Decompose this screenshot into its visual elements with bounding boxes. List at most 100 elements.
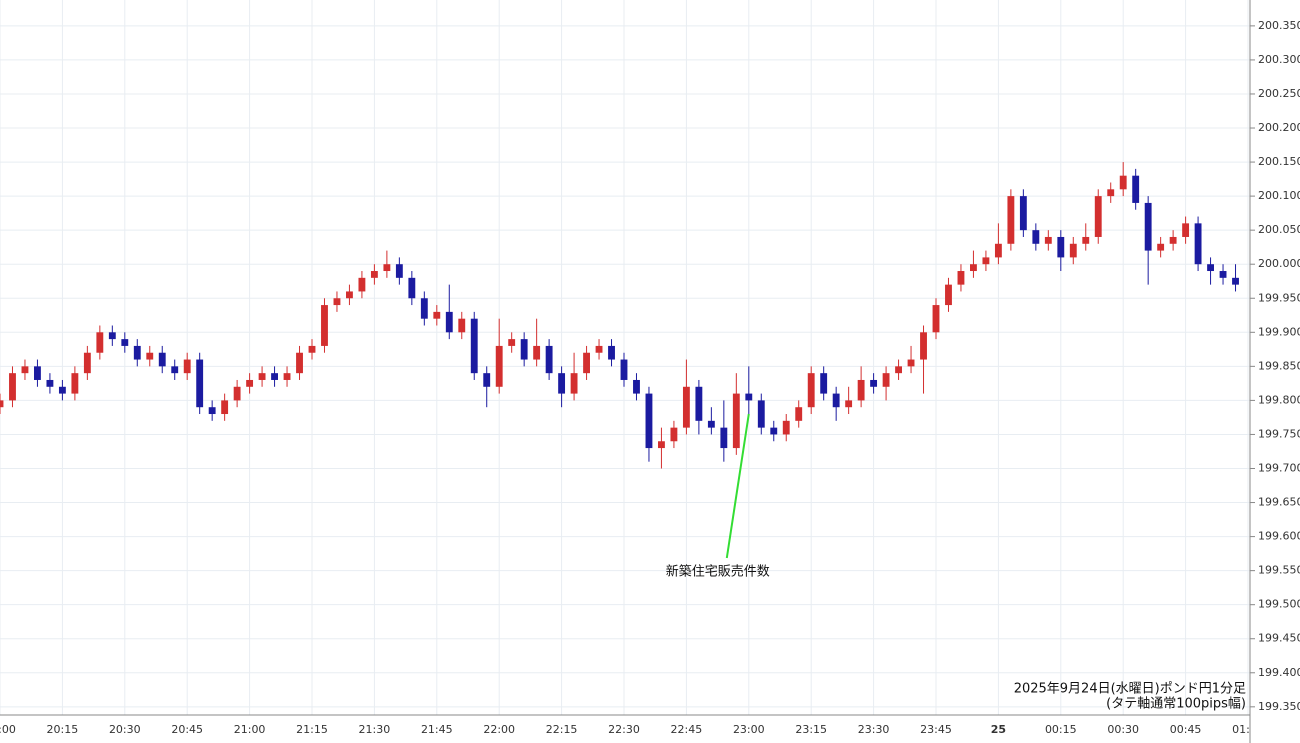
candle-body xyxy=(1069,243,1077,258)
candle-body xyxy=(133,345,141,360)
candle-body xyxy=(321,305,328,346)
candle-body xyxy=(807,373,815,408)
candle-body xyxy=(782,420,790,435)
x-tick-label: 23:45 xyxy=(920,723,952,736)
candle-body xyxy=(882,373,890,387)
candle-body xyxy=(645,393,653,449)
x-tick-label: 20:15 xyxy=(47,723,79,736)
candle-body xyxy=(1157,243,1165,251)
y-tick-label: 199.350 xyxy=(1258,700,1300,713)
candle-body xyxy=(121,339,129,346)
candle-body xyxy=(720,427,728,449)
y-tick-label: 200.000 xyxy=(1258,257,1300,270)
candle-body xyxy=(1219,271,1227,278)
y-tick-label: 199.400 xyxy=(1258,666,1300,679)
y-tick-label: 199.450 xyxy=(1258,632,1300,645)
candle-body xyxy=(158,352,166,367)
candle-body xyxy=(982,257,990,265)
x-tick-label: 21:15 xyxy=(296,723,328,736)
candle-body xyxy=(620,359,628,380)
candle-body xyxy=(1169,236,1177,244)
candle-body xyxy=(1094,196,1102,237)
candle-body xyxy=(1082,236,1090,244)
candle-body xyxy=(545,345,553,374)
candle-body xyxy=(1132,175,1140,203)
candle-body xyxy=(483,373,491,387)
y-tick-label: 200.100 xyxy=(1258,189,1300,202)
y-tick-label: 199.650 xyxy=(1258,496,1300,509)
candle-body xyxy=(21,366,29,374)
candle-body xyxy=(1207,264,1214,272)
candle-body xyxy=(458,318,466,333)
candle-body xyxy=(508,339,516,346)
candle-body xyxy=(695,386,703,421)
grid xyxy=(0,0,1250,715)
candle-body xyxy=(221,400,229,415)
y-tick-label: 199.950 xyxy=(1258,291,1300,304)
candle-body xyxy=(470,318,478,374)
candle-body xyxy=(608,345,615,360)
candle-body xyxy=(745,393,753,401)
candle-body xyxy=(34,366,41,380)
x-tick-label: 20:45 xyxy=(171,723,203,736)
x-axis: 20:00 20:15 20:30 20:45 21:00 21:15 21:30 21:45… xyxy=(0,723,1264,736)
candle-body xyxy=(1057,236,1065,258)
candle-body xyxy=(383,264,391,272)
x-tick-label: 01:00 xyxy=(1232,723,1264,736)
candle-body xyxy=(945,284,952,306)
y-tick-label: 200.350 xyxy=(1258,19,1300,32)
candle-body xyxy=(1232,277,1239,285)
candle-body xyxy=(1144,202,1152,251)
x-tick-label: 00:15 xyxy=(1045,723,1077,736)
candle-body xyxy=(1182,223,1190,237)
y-tick-label: 200.250 xyxy=(1258,87,1300,100)
candle-body xyxy=(258,373,266,380)
candle-body xyxy=(308,345,316,353)
y-tick-label: 199.550 xyxy=(1258,564,1300,577)
candle-body xyxy=(283,373,291,380)
y-tick-label: 199.850 xyxy=(1258,359,1300,372)
candle-body xyxy=(171,366,179,374)
x-tick-label: 22:30 xyxy=(608,723,640,736)
candle-body xyxy=(658,441,665,449)
candle-body xyxy=(670,427,678,442)
candle-body xyxy=(570,373,578,394)
x-tick-label: 21:45 xyxy=(421,723,453,736)
candle-body xyxy=(346,291,353,299)
x-tick-label: 20:00 xyxy=(0,723,16,736)
candle-body xyxy=(333,298,341,306)
caption: 2025年9月24日(水曜日)ポンド円1分足 xyxy=(1014,682,1246,697)
candle-body xyxy=(370,271,378,278)
candle-body xyxy=(1032,230,1040,244)
candle-body xyxy=(757,400,765,428)
candle-body xyxy=(957,271,965,285)
candle-body xyxy=(271,373,278,380)
y-tick-label: 199.500 xyxy=(1258,598,1300,611)
candle-body xyxy=(994,243,1002,258)
candle-body xyxy=(682,386,690,428)
candle-body xyxy=(845,400,853,408)
candle-body xyxy=(907,359,915,367)
candle-body xyxy=(707,420,715,428)
candle-body xyxy=(832,393,840,408)
candle-body xyxy=(9,373,16,401)
candle-body xyxy=(583,352,590,374)
x-tick-label: 20:30 xyxy=(109,723,141,736)
candle-body xyxy=(395,264,403,278)
y-tick-label: 200.050 xyxy=(1258,223,1300,236)
y-tick-label: 199.600 xyxy=(1258,530,1300,543)
y-tick-label: 199.800 xyxy=(1258,393,1300,406)
candle-body xyxy=(146,352,154,360)
candle-body xyxy=(795,407,803,421)
x-tick-label: 22:00 xyxy=(483,723,515,736)
candle-body xyxy=(433,311,441,319)
candle-body xyxy=(0,400,4,408)
x-tick-label: 00:45 xyxy=(1170,723,1202,736)
annotation-line xyxy=(725,413,750,559)
candle-body xyxy=(96,332,104,353)
candle-body xyxy=(533,345,541,360)
annotation-text: 新築住宅販売件数 xyxy=(666,564,770,580)
x-tick-label: 22:15 xyxy=(546,723,578,736)
